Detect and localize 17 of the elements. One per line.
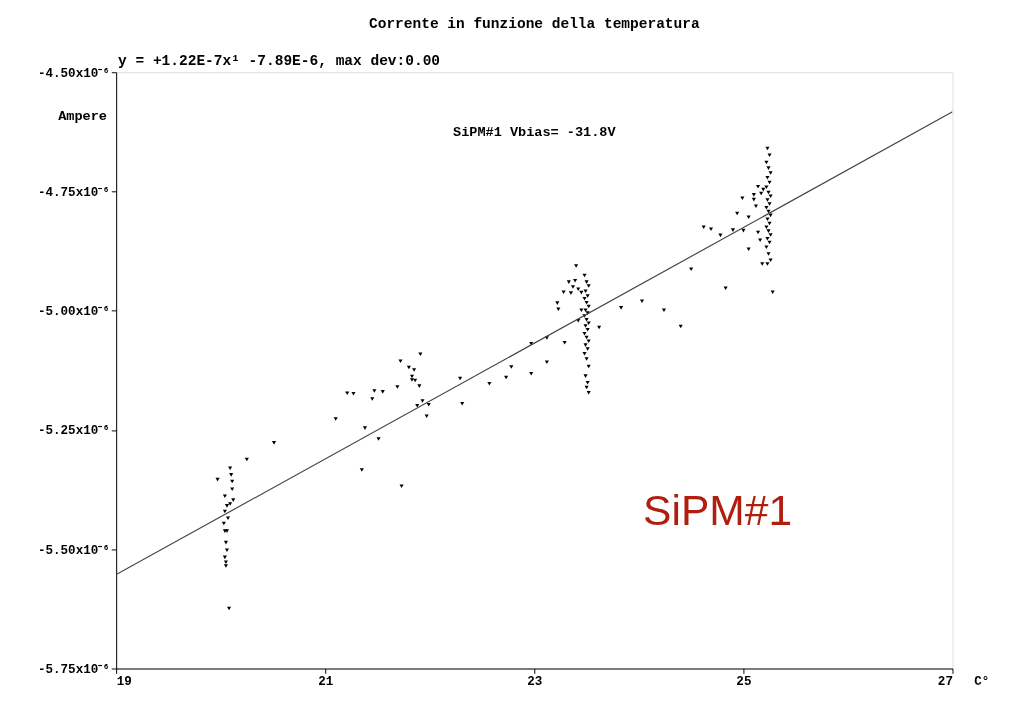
annotation: SiPM#1 [643, 486, 793, 535]
x-tick-label: 25 [736, 675, 752, 690]
y-axis-title: Ampere [58, 109, 107, 125]
y-tick-label: -5.25x10⁻⁶ [37, 424, 110, 439]
x-axis-title: C° [974, 674, 990, 689]
y-tick-label: -5.50x10⁻⁶ [37, 543, 110, 558]
x-tick-label: 23 [527, 675, 543, 690]
y-tick-label: -5.00x10⁻⁶ [37, 305, 110, 320]
y-tick-label: -4.50x10⁻⁶ [37, 66, 110, 81]
chart-title: Corrente in funzione della temperatura [369, 15, 700, 32]
y-tick-label: -5.75x10⁻⁶ [37, 662, 110, 677]
x-tick-label: 27 [937, 675, 953, 690]
x-tick-label: 19 [116, 675, 132, 690]
y-tick-label: -4.75x10⁻⁶ [37, 185, 110, 200]
chart-subtitle: y = +1.22E-7x¹ -7.89E-6, max dev:0.00 [118, 53, 441, 70]
x-tick-label: 21 [318, 675, 334, 690]
annotation: SiPM#1 Vbias= -31.8V [453, 125, 617, 141]
